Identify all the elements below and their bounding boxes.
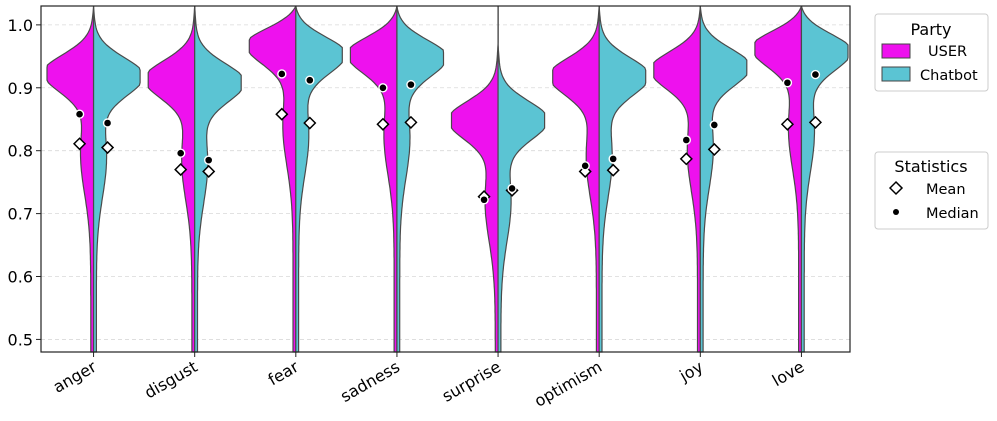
mean-marker-chatbot-sadness [404, 115, 418, 129]
violin-user-disgust [147, 5, 196, 353]
stat-markers [73, 69, 822, 205]
median-marker-chatbot-love [810, 69, 821, 80]
violin-user-sadness [349, 5, 398, 353]
violin-user-surprise [450, 5, 499, 353]
median-marker-chatbot-fear [305, 75, 315, 85]
x-tick-label-fear: fear [265, 357, 302, 390]
violin-chatbot-disgust [194, 5, 242, 353]
y-tick-label: 0.9 [8, 79, 33, 98]
median-marker-chatbot-surprise [507, 183, 517, 194]
violin-chatbot-optimism [598, 5, 647, 353]
violin-chatbot-love [800, 5, 849, 353]
violin-chatbot-sadness [396, 5, 445, 353]
mean-marker-user-sadness [376, 117, 390, 131]
y-tick-label: 0.8 [8, 142, 33, 161]
legend-statistics-title: Statistics [894, 157, 967, 176]
legend-statistics: Statistics Mean Median [874, 151, 989, 230]
violin-chatbot-anger [92, 5, 141, 353]
violin-user-fear [248, 5, 297, 353]
violin-user-optimism [552, 5, 600, 353]
x-tick-label-surprise: surprise [439, 357, 504, 406]
violins [46, 5, 849, 353]
median-marker-chatbot-optimism [608, 154, 618, 164]
legend-statistics-box [874, 151, 989, 230]
plot-frame [40, 5, 851, 353]
mean-marker-chatbot-optimism [606, 163, 620, 177]
median-marker-chatbot-anger [102, 118, 113, 128]
x-tick-label-joy: joy [675, 357, 706, 386]
median-marker-user-joy [681, 135, 692, 145]
mean-marker-chatbot-disgust [202, 164, 216, 179]
median-marker-user-anger [74, 109, 85, 119]
violin-user-anger [46, 5, 95, 353]
mean-marker-user-love [780, 117, 794, 131]
x-tick-label-love: love [769, 357, 808, 390]
median-marker-user-fear [277, 69, 287, 79]
violin-chatbot-joy [699, 5, 748, 353]
median-marker-user-surprise [479, 195, 489, 205]
legend-party-title: Party [910, 20, 951, 39]
violin-user-joy [653, 5, 701, 353]
y-axis: 0.5 0.6 0.7 0.8 0.9 1.0 [8, 16, 41, 349]
x-tick-label-sadness: sadness [337, 357, 403, 406]
legend-median-dot-icon [893, 209, 899, 215]
x-tick-label-optimism: optimism [531, 357, 605, 411]
mean-marker-chatbot-fear [303, 116, 317, 130]
median-marker-user-love [782, 78, 793, 88]
legend-party: Party USER Chatbot [874, 13, 989, 92]
mean-marker-chatbot-anger [101, 140, 115, 155]
median-marker-chatbot-disgust [203, 155, 214, 165]
mean-marker-chatbot-joy [707, 142, 721, 156]
mean-marker-user-disgust [174, 163, 188, 177]
x-axis: anger disgust fear sadness surprise optimism j… [50, 352, 808, 411]
legend-mean-diamond-icon [888, 180, 904, 196]
violin-chatbot-fear [295, 5, 343, 353]
x-tick-label-anger: anger [50, 357, 100, 397]
y-tick-label: 0.6 [8, 268, 33, 287]
legend-swatch-chatbot [881, 66, 911, 82]
legend-swatch-user [881, 43, 911, 59]
mean-marker-chatbot-love [808, 115, 822, 129]
violin-chatbot-surprise [497, 5, 546, 353]
y-tick-label: 0.7 [8, 205, 33, 224]
legend-label-chatbot: Chatbot [920, 68, 978, 84]
x-tick-label-disgust: disgust [141, 357, 201, 402]
median-marker-chatbot-sadness [406, 79, 416, 90]
y-tick-label: 0.5 [8, 330, 33, 349]
legend-label-median: Median [926, 206, 979, 222]
mean-marker-user-fear [275, 107, 289, 121]
median-marker-user-sadness [378, 83, 388, 93]
violin-user-love [754, 5, 803, 353]
legend-label-user: USER [928, 44, 967, 60]
mean-marker-user-anger [73, 137, 87, 151]
median-marker-user-disgust [175, 148, 186, 158]
y-tick-label: 1.0 [8, 16, 33, 35]
median-marker-user-optimism [580, 161, 590, 171]
legend-label-mean: Mean [926, 182, 966, 198]
median-marker-chatbot-joy [709, 120, 720, 130]
mean-marker-user-joy [679, 152, 693, 166]
